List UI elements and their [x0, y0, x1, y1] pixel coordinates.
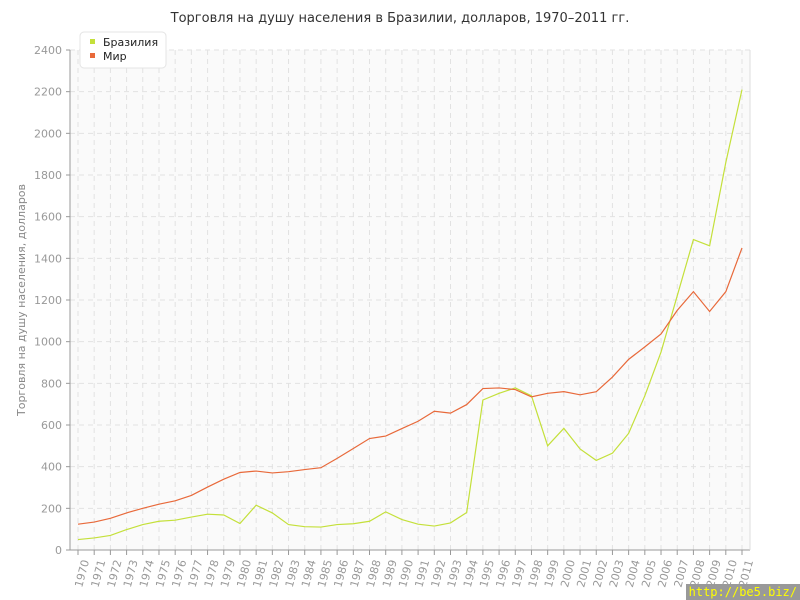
plot-area	[70, 50, 750, 550]
y-tick-label: 1800	[34, 169, 62, 182]
legend-swatch	[90, 53, 95, 58]
y-tick-label: 400	[41, 461, 62, 474]
y-tick-label: 800	[41, 377, 62, 390]
watermark: http://be5.biz/	[685, 584, 800, 600]
legend-swatch	[90, 39, 95, 44]
y-tick-label: 2400	[34, 44, 62, 57]
chart-title: Торговля на душу населения в Бразилии, д…	[170, 11, 630, 26]
y-tick-label: 0	[55, 544, 62, 557]
y-tick-label: 1000	[34, 336, 62, 349]
y-tick-label: 1600	[34, 211, 62, 224]
series-line-1	[77, 247, 743, 525]
series-line-0	[77, 89, 743, 541]
y-tick-label: 600	[41, 419, 62, 432]
legend-label: Бразилия	[103, 36, 158, 49]
y-tick-label: 1200	[34, 294, 62, 307]
y-tick-label: 200	[41, 502, 62, 515]
y-axis-label: Торговля на душу населения, долларов	[15, 184, 28, 417]
y-tick-label: 1400	[34, 252, 62, 265]
y-tick-label: 2000	[34, 127, 62, 140]
legend-label: Мир	[103, 50, 127, 63]
legend-box	[79, 31, 167, 69]
y-tick-label: 2200	[34, 86, 62, 99]
